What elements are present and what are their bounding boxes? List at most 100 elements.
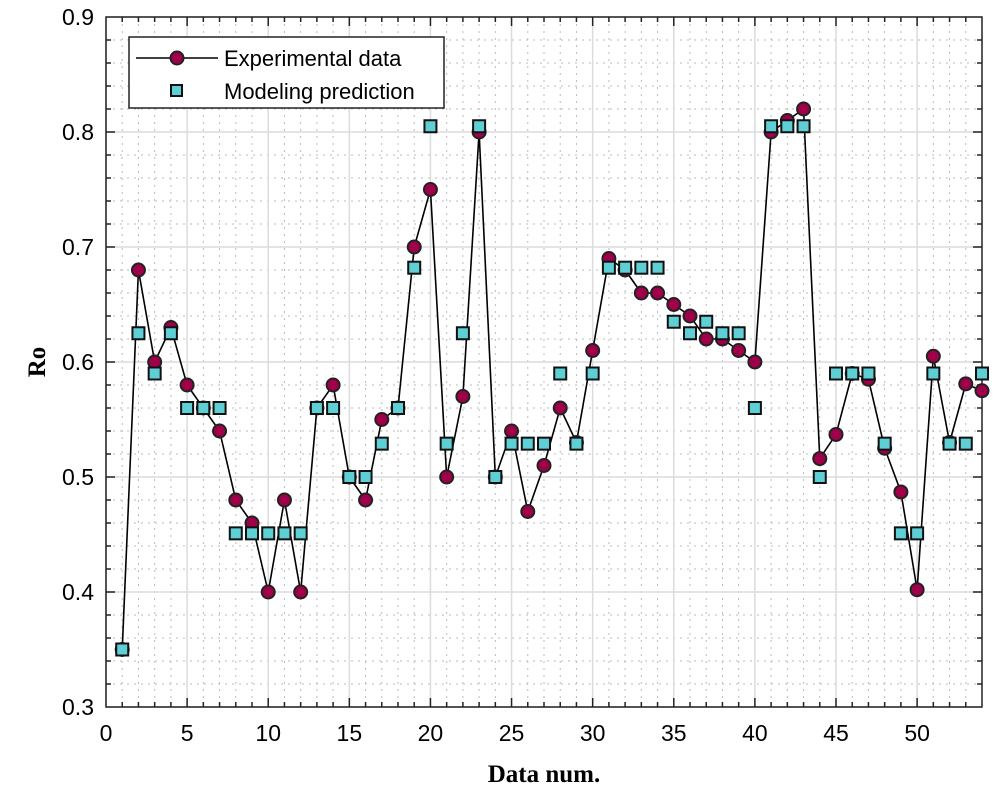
modeling-point [293, 526, 308, 541]
modeling-point [147, 366, 162, 381]
modeling-point [245, 526, 259, 541]
y-tick-label: 0.5 [62, 464, 94, 490]
modeling-point [131, 326, 146, 341]
modeling-point [569, 436, 584, 451]
y-tick-label: 0.6 [62, 349, 94, 375]
legend-marker-experimental [169, 50, 185, 66]
x-tick-label: 15 [337, 720, 363, 746]
x-tick-label: 5 [181, 720, 194, 746]
experimental-point [958, 376, 974, 392]
y-tick-label: 0.4 [62, 579, 94, 605]
experimental-point [925, 348, 941, 364]
y-tick-label: 0.7 [62, 234, 94, 260]
experimental-point [293, 584, 309, 600]
legend-label-modeling: Modeling prediction [224, 79, 415, 104]
modeling-point [975, 366, 989, 381]
modeling-point [910, 526, 925, 541]
experimental-line [121, 107, 983, 650]
y-axis-label: Ro [24, 347, 51, 378]
modeling-point [942, 436, 957, 451]
modeling-point [212, 401, 227, 415]
modeling-point [488, 470, 503, 484]
modeling-point [309, 401, 324, 415]
modeling-point [228, 526, 243, 541]
x-tick-label: 35 [661, 720, 687, 746]
modeling-point [163, 326, 178, 341]
modeling-point [196, 401, 211, 415]
modeling-point [277, 526, 292, 541]
legend-marker-modeling [170, 84, 183, 97]
modeling-point [553, 366, 568, 381]
experimental-point [552, 400, 568, 416]
experimental-point [633, 285, 649, 301]
modeling-point [601, 260, 616, 275]
axes: 0 5 10 15 20 25 30 35 40 45 50 0.3 0.4 0.5 0.6 0.7 0.8 0.… [62, 4, 983, 746]
experimental-point [893, 484, 909, 500]
modeling-point [115, 642, 130, 657]
modeling-point [358, 470, 373, 484]
modeling-point [666, 314, 681, 329]
x-tick-label: 0 [100, 720, 113, 746]
y-tick-label: 0.9 [62, 4, 94, 30]
modeling-point [472, 119, 487, 134]
x-tick-label: 50 [904, 720, 930, 746]
x-tick-label: 40 [742, 720, 768, 746]
experimental-point [536, 458, 552, 473]
modeling-point [861, 366, 876, 381]
grid [105, 16, 982, 708]
experimental-point [406, 239, 422, 255]
modeling-point [504, 436, 519, 451]
modeling-point [650, 260, 665, 275]
experimental-point [796, 101, 812, 117]
experimental-point [520, 504, 536, 519]
x-tick-label: 45 [823, 720, 849, 746]
legend: Experimental data Modeling prediction [128, 36, 445, 109]
legend-label-experimental: Experimental data [224, 46, 402, 71]
experimental-point [909, 582, 925, 598]
modeling-point [747, 401, 762, 415]
modeling-point [423, 119, 438, 134]
experimental-point [212, 423, 228, 439]
modeling-point [683, 326, 697, 341]
modeling-point [261, 526, 276, 541]
modeling-point [877, 436, 892, 451]
experimental-point [682, 308, 698, 324]
experimental-point [228, 492, 244, 508]
x-tick-label: 25 [499, 720, 525, 746]
experimental-point [828, 426, 844, 442]
modeling-point [845, 366, 860, 381]
experimental-point [731, 343, 747, 358]
x-tick-label: 30 [580, 720, 606, 746]
modeling-point [326, 401, 341, 415]
x-tick-label: 20 [418, 720, 444, 746]
modeling-point [780, 119, 795, 134]
experimental-point [374, 412, 390, 427]
modeling-point [618, 260, 633, 275]
modeling-point [829, 366, 843, 381]
modeling-point [585, 366, 600, 381]
x-tick-label: 10 [255, 720, 281, 746]
series-layer [114, 101, 990, 657]
y-tick-label: 0.3 [62, 694, 94, 720]
experimental-point [698, 331, 714, 347]
modeling-point [455, 326, 470, 341]
modeling-point [407, 260, 422, 275]
modeling-point [812, 470, 827, 484]
y-tick-label: 0.8 [62, 119, 94, 145]
experimental-point [974, 383, 990, 399]
modeling-point [342, 470, 357, 484]
modeling-point [926, 366, 941, 381]
experimental-point [650, 285, 666, 301]
modeling-point [796, 119, 811, 134]
modeling-point [520, 436, 535, 451]
modeling-point [731, 326, 746, 341]
modeling-point [537, 436, 551, 451]
modeling-point [634, 260, 649, 275]
experimental-point [747, 354, 763, 370]
experimental-point [276, 492, 292, 508]
modeling-point [699, 314, 714, 329]
experimental-point [812, 451, 828, 467]
modeling-point [893, 526, 908, 541]
experimental-point [422, 182, 438, 197]
